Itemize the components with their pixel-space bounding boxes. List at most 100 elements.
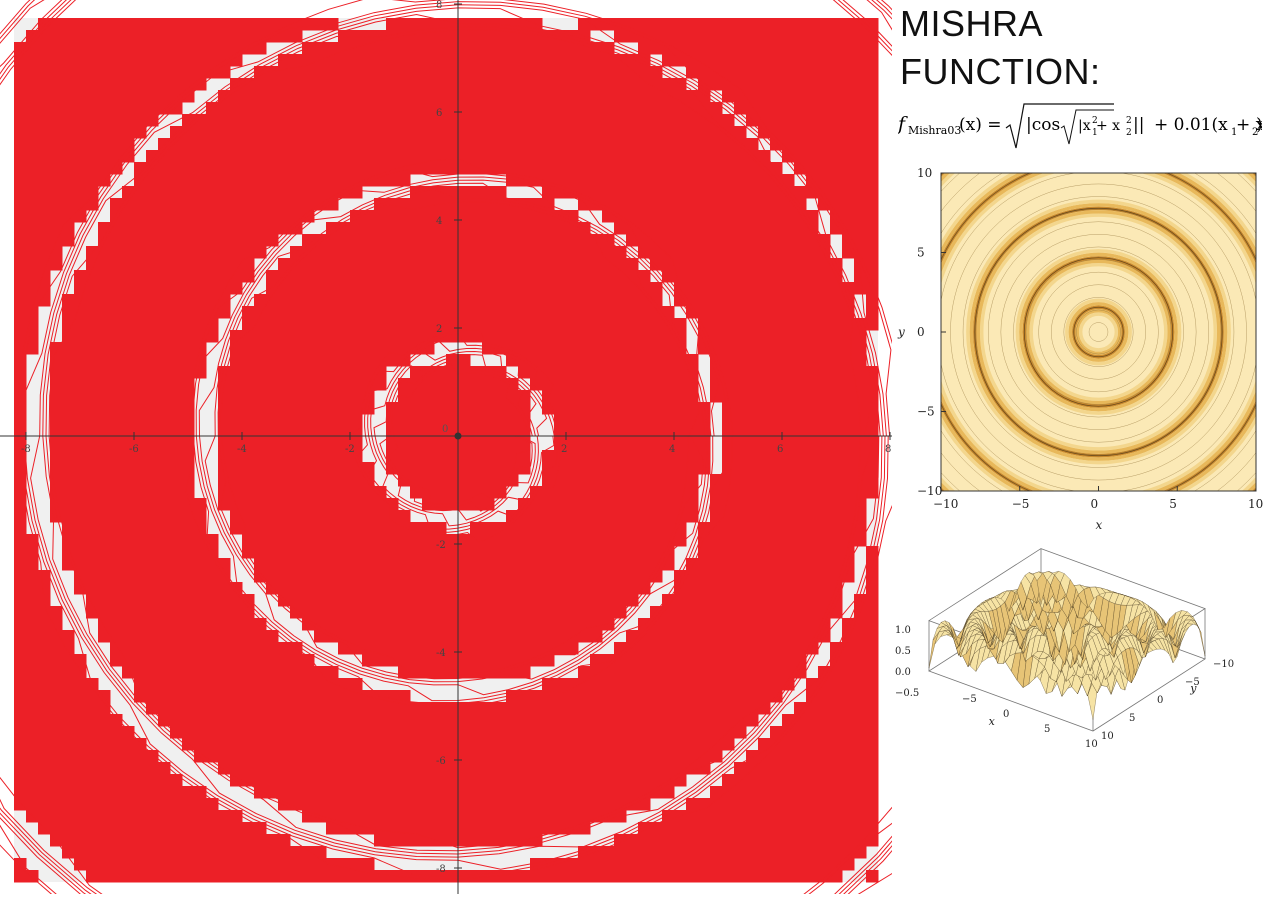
contour-band-cell (278, 654, 291, 667)
contour-band-cell (314, 750, 327, 763)
contour-band-cell (686, 402, 699, 415)
contour-band-cell (590, 738, 603, 751)
contour-band-cell (710, 642, 723, 655)
contour-band-cell (206, 750, 219, 763)
contour-band-cell (782, 486, 795, 499)
contour-band-cell (698, 702, 711, 715)
contour-band-cell (278, 762, 291, 775)
contour-band-cell (446, 198, 459, 211)
contour-band-cell (722, 210, 735, 223)
contour-band-cell (62, 786, 75, 799)
contour-band-cell (686, 186, 699, 199)
contour-band-cell (326, 138, 339, 151)
contour-band-cell (218, 42, 231, 55)
contour-band-cell (254, 102, 267, 115)
contour-band-cell (806, 522, 819, 535)
contour-band-cell (770, 666, 783, 679)
contour-band-cell (302, 330, 315, 343)
contour-band-cell (794, 234, 807, 247)
contour-band-cell (638, 234, 651, 247)
contour-band-cell (578, 126, 591, 139)
contour-band-cell (566, 42, 579, 55)
contour-band-cell (710, 18, 723, 31)
contour-band-cell (146, 558, 159, 571)
contour-band-cell (818, 42, 831, 55)
contour-band-cell (482, 738, 495, 751)
contour-band-cell (410, 762, 423, 775)
contour-band-cell (458, 822, 471, 835)
contour-band-cell (482, 270, 495, 283)
contour-band-cell (602, 774, 615, 787)
contour-band-cell (146, 522, 159, 535)
contour-band-cell (278, 402, 291, 415)
contour-band-cell (230, 114, 243, 127)
contour-band-cell (242, 114, 255, 127)
contour-band-cell (806, 846, 819, 859)
contour-band-cell (314, 798, 327, 811)
contour-band-cell (818, 558, 831, 571)
contour-band-cell (122, 102, 135, 115)
contour-band-cell (326, 414, 339, 427)
contour-band-cell (350, 426, 363, 439)
contour-band-cell (590, 90, 603, 103)
contour-band-cell (362, 30, 375, 43)
contour-band-cell (362, 510, 375, 523)
contour-band-cell (698, 810, 711, 823)
contour-band-cell (650, 450, 663, 463)
contour-band-cell (446, 546, 459, 559)
contour-band-cell (578, 366, 591, 379)
contour-band-cell (710, 282, 723, 295)
contour-band-cell (806, 114, 819, 127)
contour-band-cell (398, 426, 411, 439)
contour-band-cell (506, 270, 519, 283)
contour-band-cell (830, 114, 843, 127)
contour-band-cell (134, 54, 147, 67)
contour-band-cell (86, 858, 99, 871)
contour-band-cell (674, 186, 687, 199)
contour-band-cell (254, 642, 267, 655)
contour-band-cell (338, 126, 351, 139)
contour-band-cell (74, 162, 87, 175)
contour-band-cell (398, 810, 411, 823)
contour-band-cell (818, 162, 831, 175)
contour-band-cell (422, 390, 435, 403)
contour-band-cell (458, 450, 471, 463)
contour-band-cell (98, 18, 111, 31)
contour-band-cell (338, 342, 351, 355)
contour-band-cell (710, 234, 723, 247)
contour-band-cell (518, 618, 531, 631)
contour-band-cell (446, 750, 459, 763)
contour-band-cell (590, 354, 603, 367)
contour-band-cell (14, 702, 27, 715)
contour-band-cell (806, 78, 819, 91)
contour-band-cell (866, 18, 879, 31)
contour-band-cell (110, 594, 123, 607)
contour-band-cell (146, 210, 159, 223)
contour-band-cell (758, 474, 771, 487)
contour-band-cell (566, 66, 579, 79)
contour-band-cell (818, 726, 831, 739)
contour-band-cell (86, 414, 99, 427)
contour-band-cell (278, 486, 291, 499)
contour-band-cell (698, 222, 711, 235)
contour-band-cell (302, 390, 315, 403)
contour-band-cell (818, 498, 831, 511)
contour-band-cell (746, 198, 759, 211)
contour-band-cell (818, 534, 831, 547)
contour-band-cell (362, 354, 375, 367)
contour-band-cell (710, 714, 723, 727)
contour-band-cell (854, 666, 867, 679)
contour-band-cell (578, 450, 591, 463)
contour-band-cell (422, 774, 435, 787)
contour-band-cell (410, 282, 423, 295)
contour-band-cell (686, 246, 699, 259)
contour-band-cell (770, 246, 783, 259)
contour-band-cell (326, 366, 339, 379)
contour-band-cell (494, 414, 507, 427)
contour-band-cell (302, 486, 315, 499)
contour-band-cell (674, 30, 687, 43)
contour-band-cell (86, 102, 99, 115)
contour-band-cell (518, 42, 531, 55)
contour-band-cell (110, 798, 123, 811)
